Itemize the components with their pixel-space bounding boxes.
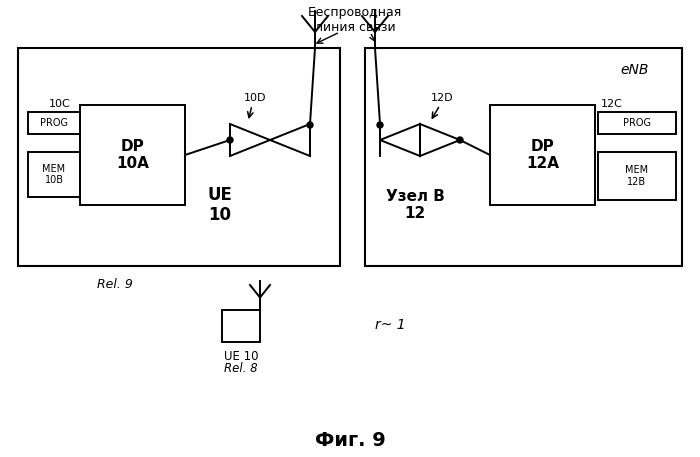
Bar (598, 112, 676, 134)
Circle shape (457, 137, 463, 143)
Text: DP
12A: DP 12A (526, 139, 559, 171)
Text: Rel. 8: Rel. 8 (224, 362, 258, 376)
Text: 12C: 12C (601, 99, 623, 109)
Text: 12D: 12D (430, 93, 454, 103)
Circle shape (377, 122, 383, 128)
Text: Узел В
12: Узел В 12 (386, 189, 444, 221)
Bar (222, 310, 260, 342)
Bar (28, 152, 80, 197)
Text: MEM
12B: MEM 12B (625, 165, 649, 187)
Text: MEM
10B: MEM 10B (43, 164, 66, 185)
Bar (598, 152, 676, 200)
Bar (18, 48, 340, 266)
Text: PROG: PROG (623, 118, 651, 128)
Text: Фиг. 9: Фиг. 9 (314, 430, 386, 450)
Bar (365, 48, 682, 266)
Text: DP
10A: DP 10A (116, 139, 149, 171)
Circle shape (307, 122, 313, 128)
Bar (80, 105, 185, 205)
Text: r~ 1: r~ 1 (374, 318, 405, 332)
Text: UE 10: UE 10 (224, 350, 258, 362)
Text: 10D: 10D (244, 93, 266, 103)
Text: UE
10: UE 10 (208, 186, 232, 224)
Circle shape (227, 137, 233, 143)
Bar (28, 112, 80, 134)
Text: 10C: 10C (49, 99, 71, 109)
Text: PROG: PROG (40, 118, 68, 128)
Bar (490, 105, 595, 205)
Text: Rel. 9: Rel. 9 (97, 277, 133, 291)
Text: Беспроводная
линия связи: Беспроводная линия связи (308, 6, 402, 34)
Text: eNB: eNB (621, 63, 649, 77)
